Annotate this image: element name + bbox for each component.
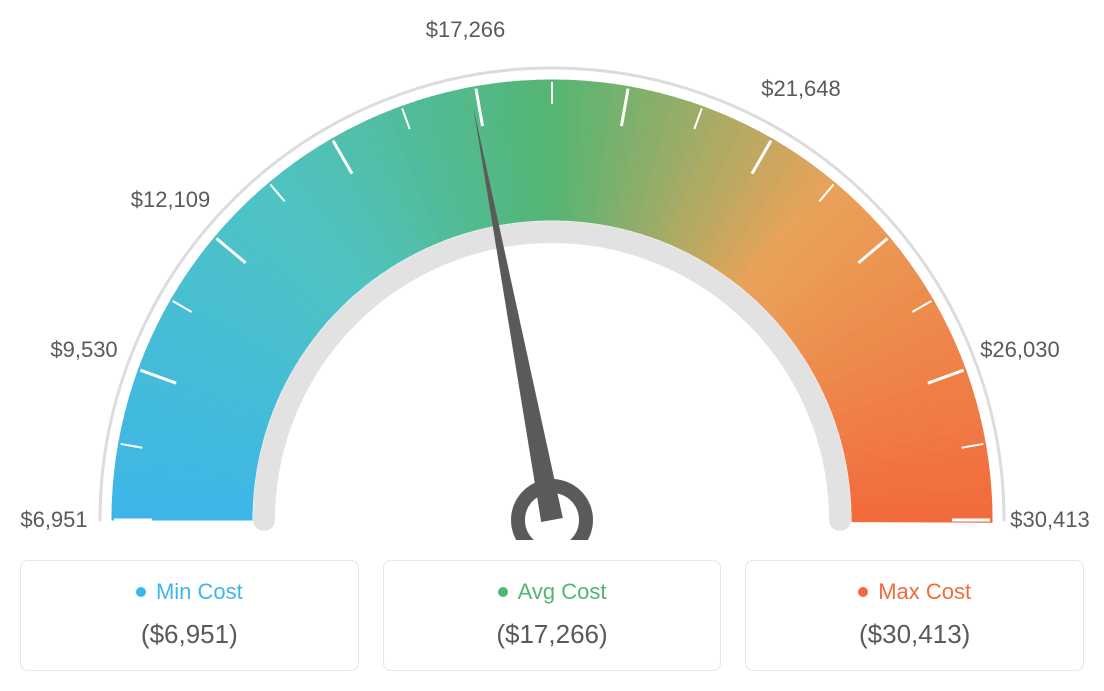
avg-dot-icon	[498, 587, 508, 597]
gauge-tick-label: $9,530	[50, 337, 117, 363]
gauge-tick-label: $26,030	[980, 337, 1060, 363]
min-cost-label: Min Cost	[156, 579, 243, 605]
max-cost-label: Max Cost	[878, 579, 971, 605]
max-cost-card: Max Cost ($30,413)	[745, 560, 1084, 671]
avg-cost-label: Avg Cost	[518, 579, 607, 605]
max-cost-title: Max Cost	[858, 579, 971, 605]
gauge-tick-label: $12,109	[131, 187, 211, 213]
min-cost-value: ($6,951)	[21, 619, 358, 650]
gauge-tick-label: $17,266	[426, 17, 506, 43]
gauge-tick-label: $21,648	[761, 76, 841, 102]
max-dot-icon	[858, 587, 868, 597]
avg-cost-value: ($17,266)	[384, 619, 721, 650]
gauge-svg	[20, 20, 1084, 540]
cost-summary-cards: Min Cost ($6,951) Avg Cost ($17,266) Max…	[20, 560, 1084, 671]
min-cost-card: Min Cost ($6,951)	[20, 560, 359, 671]
avg-cost-title: Avg Cost	[498, 579, 607, 605]
cost-gauge: $6,951 $9,530 $12,109 $17,266 $21,648 $26,030…	[20, 20, 1084, 540]
gauge-tick-label: $30,413	[1010, 507, 1090, 533]
min-cost-title: Min Cost	[136, 579, 243, 605]
min-dot-icon	[136, 587, 146, 597]
gauge-tick-label: $6,951	[20, 507, 87, 533]
max-cost-value: ($30,413)	[746, 619, 1083, 650]
avg-cost-card: Avg Cost ($17,266)	[383, 560, 722, 671]
